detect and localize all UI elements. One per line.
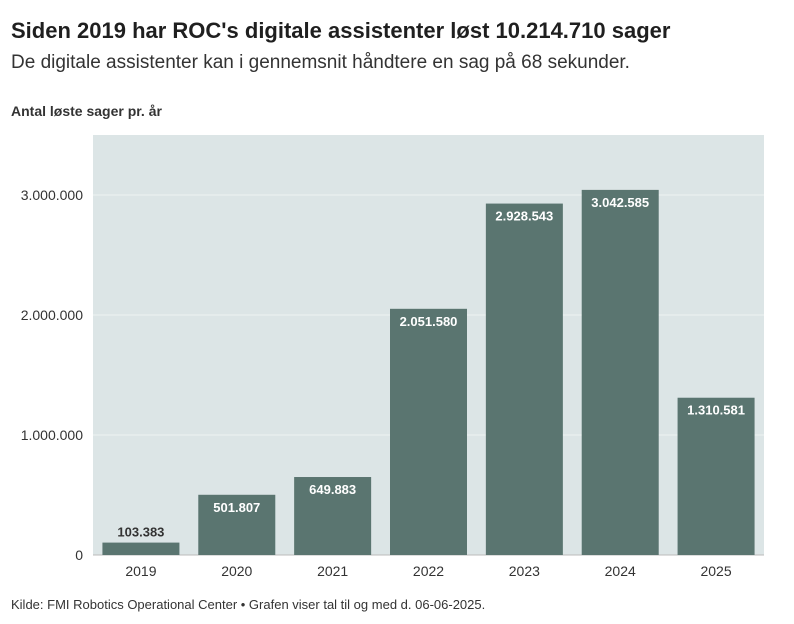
bar-2022 <box>390 308 467 555</box>
x-tick-label: 2019 <box>125 563 156 579</box>
data-label-2022: 2.051.580 <box>400 314 458 329</box>
x-tick-label: 2021 <box>317 563 348 579</box>
bar-2024 <box>581 189 659 555</box>
data-label-2023: 2.928.543 <box>495 209 553 224</box>
chart-subtitle: De digitale assistenter kan i gennemsnit… <box>11 52 630 73</box>
y-tick-label: 0 <box>75 547 83 563</box>
bar-2019 <box>102 542 180 555</box>
bar-chart: 0 1.000.000 2.000.000 3.000.000 103.383 2019 5… <box>21 135 764 579</box>
y-tick-label: 3.000.000 <box>21 187 83 203</box>
data-label-2020: 501.807 <box>213 500 260 515</box>
data-label-2024: 3.042.585 <box>591 195 649 210</box>
data-label-2021: 649.883 <box>309 482 356 497</box>
y-tick-label: 1.000.000 <box>21 427 83 443</box>
source-note: Kilde: FMI Robotics Operational Center •… <box>11 597 486 612</box>
x-tick-label: 2020 <box>221 563 252 579</box>
x-tick-label: 2025 <box>700 563 731 579</box>
bar-2025 <box>677 397 755 555</box>
x-tick-label: 2024 <box>605 563 636 579</box>
y-axis-label: Antal løste sager pr. år <box>11 103 162 119</box>
data-label-2019: 103.383 <box>117 525 164 540</box>
bar-2021 <box>294 477 372 555</box>
y-tick-label: 2.000.000 <box>21 307 83 323</box>
chart-title: Siden 2019 har ROC's digitale assistente… <box>11 18 671 43</box>
data-label-2025: 1.310.581 <box>687 403 745 418</box>
x-tick-label: 2022 <box>413 563 444 579</box>
bar-2020 <box>198 494 276 555</box>
x-tick-label: 2023 <box>509 563 540 579</box>
bar-2023 <box>485 203 563 556</box>
